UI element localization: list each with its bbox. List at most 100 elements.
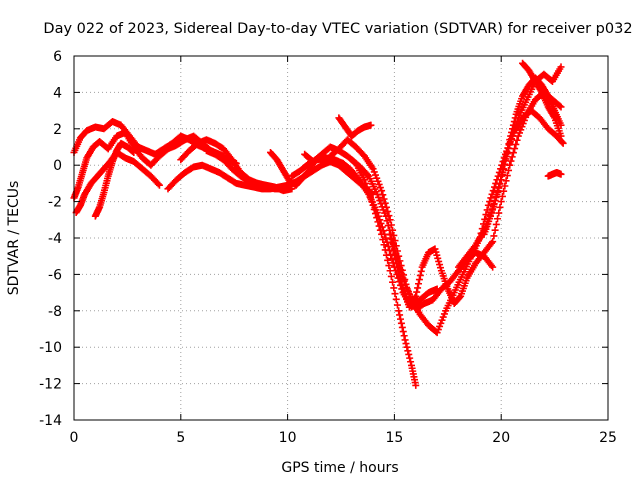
data-point <box>506 136 514 144</box>
data-point <box>501 157 509 165</box>
data-point <box>502 177 510 185</box>
x-tick-label: 0 <box>70 430 79 446</box>
data-point <box>378 230 386 238</box>
data-point <box>559 139 567 147</box>
data-point <box>557 63 565 71</box>
y-tick-label: -6 <box>48 267 62 283</box>
data-point <box>370 205 378 213</box>
data-point <box>371 210 379 218</box>
data-point <box>400 332 408 340</box>
data-point <box>505 140 513 148</box>
data-point <box>385 262 393 270</box>
data-point <box>130 148 138 156</box>
data-point <box>398 281 406 289</box>
y-tick-label: 6 <box>53 49 62 65</box>
data-point <box>503 148 511 156</box>
y-tick-label: -12 <box>39 377 62 393</box>
data-point <box>509 149 517 157</box>
data-point <box>155 181 163 189</box>
data-point <box>505 166 513 174</box>
data-point <box>374 218 382 226</box>
data-point <box>390 247 398 255</box>
data-point <box>384 222 392 230</box>
data-point <box>497 198 505 206</box>
data-point <box>407 358 415 366</box>
data-point <box>508 128 516 136</box>
data-point <box>512 140 520 148</box>
data-point <box>364 187 372 195</box>
data-point <box>493 190 501 198</box>
data-point <box>363 183 371 191</box>
chart-title: Day 022 of 2023, Sidereal Day-to-day VTE… <box>43 21 632 37</box>
data-point <box>498 192 506 200</box>
data-point <box>391 290 399 298</box>
data-point <box>489 238 497 246</box>
grid <box>74 56 608 420</box>
data-point <box>365 190 373 198</box>
data-point <box>396 311 404 319</box>
data-point <box>364 171 372 179</box>
data-point <box>402 340 410 348</box>
data-point <box>397 315 405 323</box>
data-point <box>386 230 394 238</box>
data-point <box>498 172 506 180</box>
data-point <box>368 198 376 206</box>
data-point <box>376 226 384 234</box>
x-tick-label: 5 <box>176 430 185 446</box>
data-point <box>388 239 396 247</box>
data-point <box>397 278 405 286</box>
x-tick-label: 25 <box>599 430 617 446</box>
data-point <box>389 243 397 251</box>
data-point <box>390 284 398 292</box>
data-point <box>399 328 407 336</box>
data-point <box>497 176 505 184</box>
data-point <box>507 132 515 140</box>
data-point <box>397 319 405 327</box>
y-tick-label: -8 <box>48 304 62 320</box>
data-point <box>362 179 370 187</box>
data-point <box>502 152 510 160</box>
data-point <box>382 251 390 259</box>
data-point <box>389 278 397 286</box>
data-point <box>511 114 519 122</box>
y-tick-label: 0 <box>53 158 62 174</box>
data-point <box>367 121 375 129</box>
data-point <box>386 267 394 275</box>
data-point <box>279 185 287 193</box>
data-point <box>486 198 494 206</box>
x-tick-label: 20 <box>492 430 510 446</box>
x-axis-label: GPS time / hours <box>281 460 398 476</box>
y-tick-label: -4 <box>48 231 62 247</box>
data-point <box>395 307 403 315</box>
data-point <box>494 187 502 195</box>
data-point <box>556 102 564 110</box>
data-point <box>415 280 423 288</box>
data-point <box>392 295 400 303</box>
data-point <box>417 267 425 275</box>
data-point <box>382 212 390 220</box>
data-point <box>510 118 518 126</box>
data-point <box>387 235 395 243</box>
data-point <box>380 241 388 249</box>
data-point <box>384 256 392 264</box>
data-point <box>491 226 499 234</box>
data-point <box>378 187 386 195</box>
data-point <box>393 259 401 267</box>
data-point <box>383 217 391 225</box>
data-point <box>494 215 502 223</box>
data-point <box>391 251 399 259</box>
data-point <box>416 271 424 279</box>
data-point <box>154 180 162 188</box>
data-point <box>396 274 404 282</box>
data-point <box>557 103 565 111</box>
data-point <box>415 276 423 284</box>
data-point <box>394 267 402 275</box>
data-point <box>499 165 507 173</box>
data-point <box>490 232 498 240</box>
data-point <box>413 288 421 296</box>
data-point <box>508 153 516 161</box>
axis-ticks: 0 5 10 15 20 25 -14 -12 -10 -8 -6 -4 -2 0 2 4 6 <box>39 49 617 446</box>
y-tick-label: 4 <box>53 85 62 101</box>
data-point <box>404 347 412 355</box>
